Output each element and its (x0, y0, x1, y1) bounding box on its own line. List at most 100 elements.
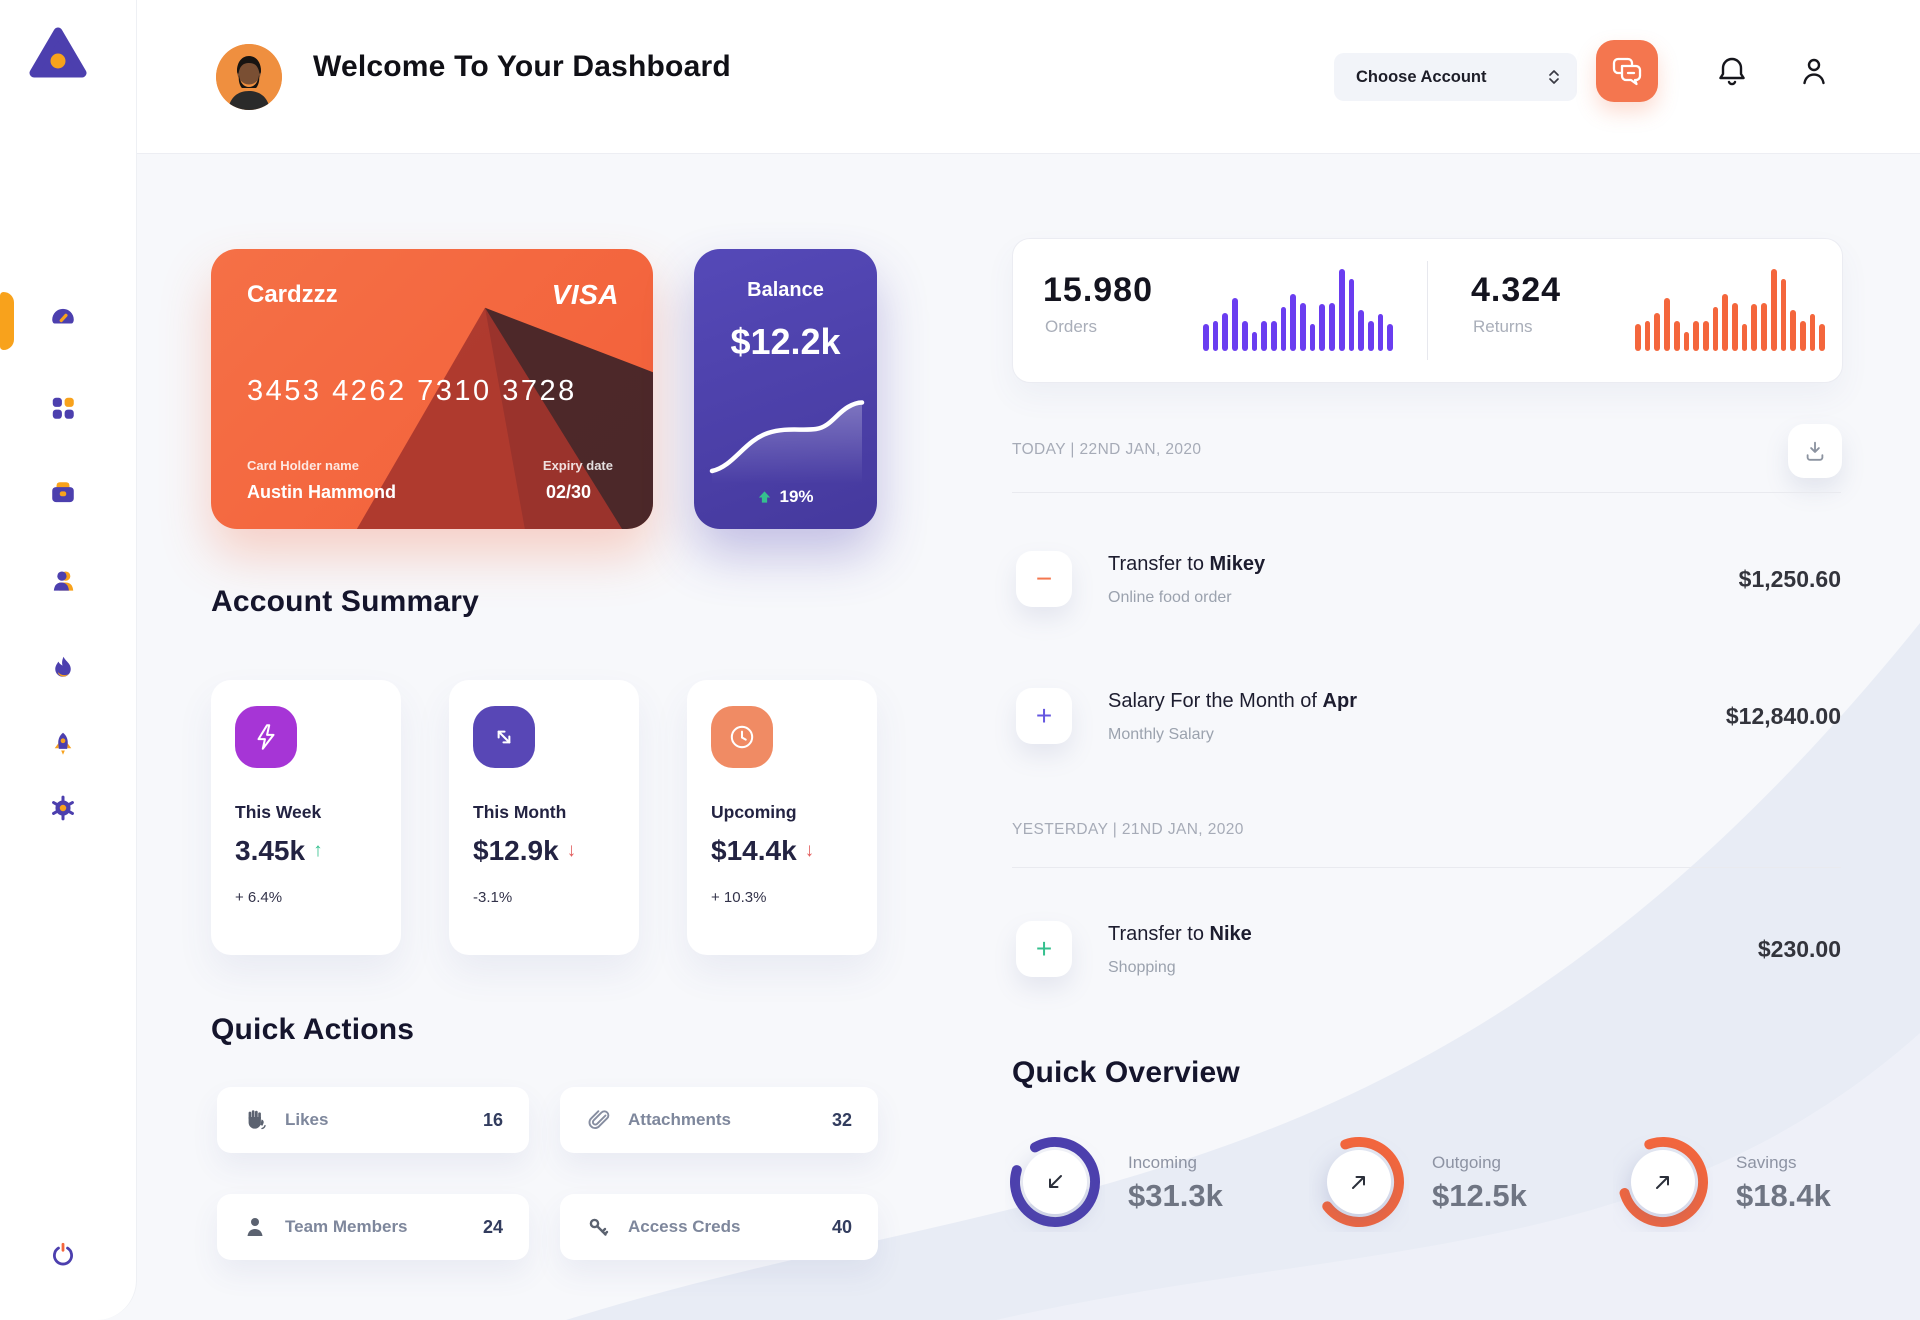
quick-action-team-members[interactable]: Team Members 24 (217, 1194, 529, 1260)
arrow-down-left-icon (1049, 1175, 1062, 1188)
sidebar-item-launch[interactable] (49, 730, 77, 758)
sidebar-item-dashboard[interactable] (49, 304, 77, 332)
profile-button[interactable] (1796, 54, 1832, 90)
select-chevrons-icon (1549, 70, 1559, 84)
summary-card-this-week: This Week 3.45k ↑ + 6.4% (211, 680, 401, 955)
outgoing-label: Outgoing (1432, 1153, 1501, 1172)
balance-label: Balance (747, 279, 824, 301)
download-button[interactable] (1788, 424, 1842, 478)
account-summary-title: Account Summary (211, 585, 480, 618)
quick-action-label: Team Members (285, 1217, 408, 1236)
sidebar-active-indicator (0, 292, 14, 350)
download-icon (1806, 441, 1824, 461)
sidebar-item-settings[interactable] (49, 794, 77, 822)
quick-action-likes[interactable]: Likes 16 (217, 1087, 529, 1153)
transaction-row-salary[interactable]: + Salary For the Month of Apr Monthly Sa… (1012, 688, 1841, 744)
divider (1012, 492, 1841, 493)
summary-card-upcoming: Upcoming $14.4k ↓ + 10.3% (687, 680, 877, 955)
gear-icon (52, 795, 74, 821)
dashboard-gauge-icon (52, 308, 74, 324)
orders-mini-bar-chart (1203, 269, 1394, 351)
summary-change: + 6.4% (235, 889, 283, 906)
rocket-icon (54, 732, 72, 755)
sidebar-item-apps[interactable] (49, 394, 77, 422)
summary-label: Upcoming (711, 802, 797, 822)
returns-value: 4.324 (1471, 271, 1562, 309)
header: Welcome To Your Dashboard Choose Account (136, 0, 1920, 154)
logout-button[interactable] (49, 1241, 77, 1269)
tx-note: Shopping (1108, 959, 1176, 976)
plus-icon: + (1016, 921, 1072, 977)
chat-bubbles-icon (1612, 57, 1642, 86)
choose-account-label: Choose Account (1356, 67, 1487, 86)
summary-change: -3.1% (473, 889, 513, 906)
balance-card: Balance $12.2k 19% (694, 249, 877, 529)
trend-up-arrow-icon: ↑ (313, 840, 323, 861)
sidebar (0, 0, 137, 1320)
visa-logo: VISA (551, 279, 619, 310)
notifications-button[interactable] (1714, 54, 1750, 90)
sidebar-item-work[interactable] (49, 479, 77, 507)
user-icon (53, 571, 74, 591)
clap-hand-icon (248, 1110, 266, 1130)
sidebar-item-activity[interactable] (49, 654, 77, 682)
date-header-yesterday: YESTERDAY | 21ND JAN, 2020 (1012, 821, 1244, 838)
quick-action-label: Attachments (628, 1110, 731, 1129)
card-holder-name: Austin Hammond (247, 482, 397, 502)
tx-amount: $12,840.00 (1725, 703, 1841, 729)
messages-button[interactable] (1596, 40, 1658, 102)
quick-action-count: 16 (482, 1109, 503, 1130)
tx-title-bold: Mikey (1209, 553, 1266, 575)
card-expiry-label: Expiry date (542, 458, 613, 473)
trend-up-icon (759, 490, 771, 503)
member-icon (247, 1218, 263, 1236)
sidebar-item-team[interactable] (49, 568, 77, 596)
tx-amount: $1,250.60 (1738, 566, 1841, 592)
flame-icon (55, 656, 71, 677)
card-name: Cardzzz (247, 281, 338, 308)
apps-grid-icon (52, 397, 74, 419)
clock-icon (711, 706, 773, 768)
outgoing-value: $12.5k (1432, 1178, 1527, 1213)
app-logo-icon (28, 26, 88, 82)
orders-returns-card: 15.980 Orders 4.324 Returns (1012, 238, 1843, 383)
transfer-arrows-icon (473, 706, 535, 768)
quick-action-label: Likes (285, 1110, 329, 1129)
incoming-label: Incoming (1128, 1153, 1197, 1172)
tx-note: Online food order (1108, 589, 1232, 606)
quick-action-count: 32 (831, 1109, 852, 1130)
quick-action-count: 24 (482, 1216, 503, 1237)
quick-action-attachments[interactable]: Attachments 32 (560, 1087, 878, 1153)
balance-change: 19% (779, 487, 814, 506)
plus-icon: + (1016, 688, 1072, 744)
transaction-row-mikey[interactable]: − Transfer to Mikey Online food order $1… (1012, 551, 1841, 607)
briefcase-icon (52, 482, 74, 503)
paperclip-icon (588, 1110, 610, 1129)
balance-sparkline (709, 400, 865, 484)
transaction-row-nike[interactable]: + Transfer to Nike Shopping $230.00 (1012, 921, 1841, 977)
tx-title: Transfer to (1108, 923, 1210, 945)
choose-account-select[interactable]: Choose Account (1334, 53, 1577, 101)
tx-note: Monthly Salary (1108, 726, 1214, 743)
orders-label: Orders (1045, 317, 1097, 336)
arrow-up-right-icon (1352, 1176, 1365, 1189)
avatar[interactable] (216, 44, 282, 110)
key-icon (589, 1218, 609, 1236)
date-header-today: TODAY | 22ND JAN, 2020 (1012, 441, 1202, 458)
incoming-value: $31.3k (1128, 1178, 1223, 1213)
quick-action-access-creds[interactable]: Access Creds 40 (560, 1194, 878, 1260)
card-expiry: 02/30 (545, 482, 591, 502)
quick-overview-title: Quick Overview (1012, 1056, 1240, 1089)
quick-action-count: 40 (831, 1216, 852, 1237)
summary-value: 3.45k (235, 835, 306, 866)
divider (1012, 867, 1841, 868)
quick-actions-title: Quick Actions (211, 1013, 415, 1046)
balance-value: $12.2k (730, 321, 841, 362)
trend-down-arrow-icon: ↓ (566, 840, 577, 861)
page-title: Welcome To Your Dashboard (313, 50, 731, 83)
returns-label: Returns (1473, 317, 1533, 336)
power-icon (53, 1242, 73, 1266)
lightning-icon (235, 706, 297, 768)
tx-amount: $230.00 (1757, 936, 1841, 962)
summary-label: This Month (473, 802, 567, 822)
